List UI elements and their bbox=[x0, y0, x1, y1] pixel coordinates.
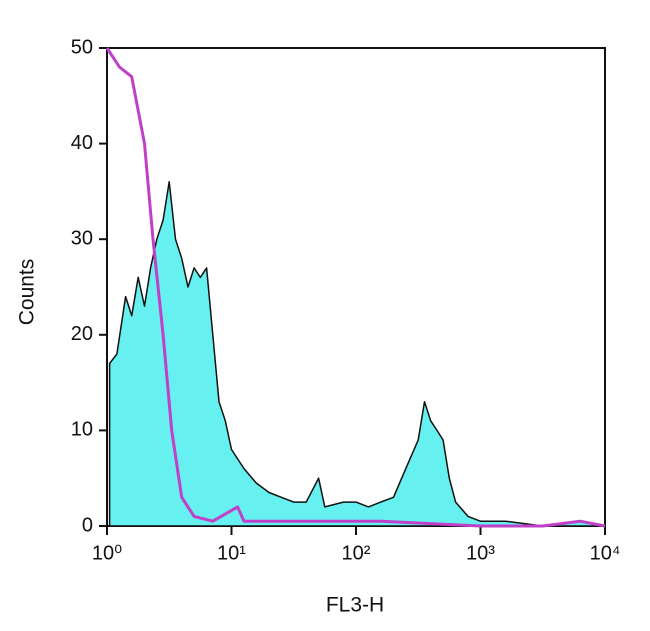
y-tick-label: 0 bbox=[82, 514, 93, 536]
x-tick-label: 10⁴ bbox=[590, 542, 621, 564]
x-tick-label: 10³ bbox=[466, 542, 495, 564]
x-tick-label: 10⁰ bbox=[92, 542, 122, 564]
y-tick-label: 20 bbox=[71, 323, 93, 345]
x-axis-label: FL3-H bbox=[326, 594, 384, 617]
histogram-area bbox=[108, 181, 606, 527]
y-tick-label: 50 bbox=[71, 36, 93, 58]
x-tick-label: 10² bbox=[342, 542, 371, 564]
y-tick-label: 10 bbox=[71, 419, 93, 441]
y-tick-label: 40 bbox=[71, 132, 93, 154]
histogram-line bbox=[105, 47, 606, 528]
y-axis-label: Counts bbox=[16, 259, 39, 326]
x-tick-label: 10¹ bbox=[217, 542, 246, 564]
y-tick-label: 30 bbox=[71, 227, 93, 249]
